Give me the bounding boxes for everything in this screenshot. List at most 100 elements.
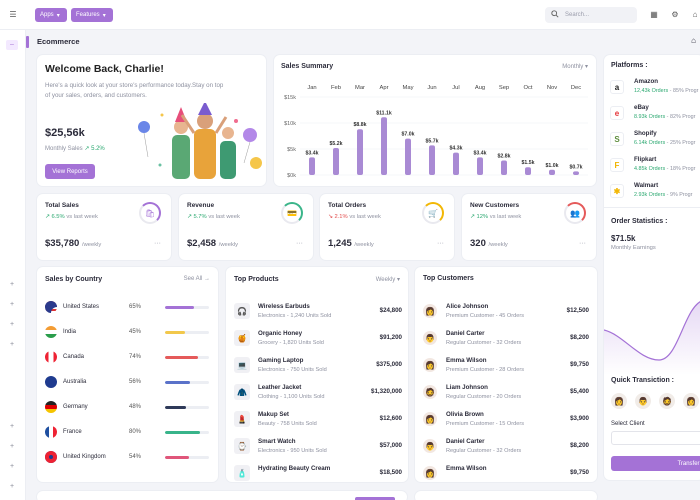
contact-avatar[interactable]: 👩 <box>611 393 627 409</box>
data-label: $7.0k <box>402 132 415 138</box>
x-tick-label: Nov <box>547 85 557 91</box>
welcome-text: Here's a quick look at your store's perf… <box>45 82 224 99</box>
stat-icon: 💳 <box>281 202 303 224</box>
customer-name: Daniel Carter <box>446 438 485 445</box>
sidebar-expand-plus-icon[interactable]: + <box>9 341 15 348</box>
stat-trend: ↗ 6.5% vs last week <box>45 214 98 220</box>
sidebar-expand-plus-icon[interactable]: + <box>9 321 15 328</box>
x-tick-label: Jun <box>427 85 436 91</box>
platform-progress: - 85% Progr <box>669 88 699 94</box>
customer-row[interactable]: 🧔 Liam Johnson Regular Customer - 20 Order… <box>423 382 589 404</box>
data-label: $4.3k <box>450 146 463 152</box>
bar[interactable] <box>549 169 555 175</box>
contact-avatar[interactable]: 👩 <box>683 393 699 409</box>
select-client-input[interactable] <box>611 431 700 445</box>
customer-row[interactable]: 👩 Olivia Brown Premium Customer - 15 Order… <box>423 409 589 431</box>
cart-icon[interactable]: ⌂ <box>692 10 698 19</box>
customer-meta: Premium Customer - 15 Orders <box>446 421 525 427</box>
calendar-icon[interactable]: ▦ <box>650 10 658 19</box>
stat-unit: /weekly <box>354 242 374 248</box>
bar[interactable] <box>405 138 411 175</box>
product-row[interactable]: 🧴 Hydrating Beauty Cream $18,500 <box>234 463 402 482</box>
product-row[interactable]: 🎧 Wireless Earbuds Electronics - 1,240 Uni… <box>234 301 402 323</box>
sidebar-active-item[interactable]: – <box>6 40 18 50</box>
home-icon[interactable]: ⌂ <box>691 36 696 45</box>
stat-value-row: 1,245 /weekly <box>328 238 374 249</box>
country-progress-fill <box>165 330 185 334</box>
products-period-dropdown[interactable]: Weekly ▾ <box>376 276 400 283</box>
product-row[interactable]: 🧥 Leather Jacket Clothing - 1,100 Units So… <box>234 382 402 404</box>
platform-stats: 2.93k Orders - 9% Progr <box>634 192 692 198</box>
monthly-sales-label: Monthly Sales <box>45 146 83 152</box>
bar[interactable] <box>525 167 531 175</box>
monthly-sales-label-row: Monthly Sales ↗ 5.2% <box>45 145 105 152</box>
contact-avatar[interactable]: 🧔 <box>659 393 675 409</box>
platform-row[interactable]: F Flipkart 4.85k Orders - 18% Progr <box>610 156 700 182</box>
product-name: Gaming Laptop <box>258 357 304 364</box>
stat-note: vs last week <box>349 214 381 220</box>
product-row[interactable]: 💄 Makup Set Beauty - 758 Units Sold $12,600 <box>234 409 402 431</box>
x-tick-label: Apr <box>379 85 388 91</box>
apps-dropdown[interactable]: Apps ▾ <box>35 8 67 22</box>
customer-name: Emma Wilson <box>446 357 487 364</box>
platform-row[interactable]: a Amazon 12,43k Orders - 85% Progr <box>610 78 700 104</box>
platform-orders: 8.93k Orders <box>634 114 666 120</box>
bottom-card <box>415 491 597 500</box>
bar[interactable] <box>381 117 387 175</box>
country-row: Canada 74% <box>45 350 215 364</box>
sales-by-country-card: Sales by Country See All → United States… <box>37 267 218 482</box>
period-dropdown[interactable]: Monthly ▾ <box>562 63 588 70</box>
customer-row[interactable]: 👨 Daniel Carter Regular Customer - 32 Orde… <box>423 436 589 458</box>
data-label: $11.1k <box>376 110 392 116</box>
y-tick-label: $0k <box>287 173 296 179</box>
bar[interactable] <box>333 147 339 175</box>
top-products-card: Top Products Weekly ▾ 🎧 Wireless Earbuds E… <box>226 267 408 482</box>
country-progress-fill <box>165 455 189 459</box>
platform-row[interactable]: e eBay 8.93k Orders - 82% Progr <box>610 104 700 130</box>
product-row[interactable]: ⌚ Smart Watch Electronics - 950 Units Sold… <box>234 436 402 458</box>
platform-stats: 4.85k Orders - 18% Progr <box>634 166 695 172</box>
bar[interactable] <box>357 129 363 175</box>
bar[interactable] <box>309 157 315 175</box>
search-box[interactable]: Search... <box>545 7 637 23</box>
bar[interactable] <box>453 152 459 175</box>
more-options-icon[interactable]: ··· <box>579 240 586 247</box>
see-all-link[interactable]: See All → <box>184 276 210 282</box>
more-options-icon[interactable]: ··· <box>296 240 303 247</box>
flag-icon <box>45 326 57 338</box>
bar[interactable] <box>573 171 579 175</box>
country-progress-bar <box>165 405 209 409</box>
bottom-card-button[interactable] <box>355 497 395 500</box>
sidebar-expand-plus-icon[interactable]: + <box>9 463 15 470</box>
customer-name: Daniel Carter <box>446 330 485 337</box>
menu-toggle-icon[interactable]: ☰ <box>9 10 17 19</box>
bar[interactable] <box>477 157 483 175</box>
product-row[interactable]: 💻 Gaming Laptop Electronics - 750 Units So… <box>234 355 402 377</box>
more-options-icon[interactable]: ··· <box>437 240 444 247</box>
product-row[interactable]: 🍯 Organic Honey Grocery - 1,820 Units Sold… <box>234 328 402 350</box>
sidebar-expand-plus-icon[interactable]: + <box>9 301 15 308</box>
customer-row[interactable]: 👩 Alice Johnson Premium Customer - 45 Orde… <box>423 301 589 323</box>
view-reports-button[interactable]: View Reports <box>45 164 95 179</box>
customer-row[interactable]: 👩 Emma Wilson $9,750 <box>423 463 589 482</box>
bar[interactable] <box>501 160 507 175</box>
platform-stats: 12,43k Orders - 85% Progr <box>634 88 698 94</box>
transfer-button[interactable]: Transfer <box>611 456 700 471</box>
more-options-icon[interactable]: ··· <box>154 240 161 247</box>
sidebar-expand-plus-icon[interactable]: + <box>9 423 15 430</box>
platform-row[interactable]: ✱ Walmart 2.93k Orders - 9% Progr <box>610 182 700 208</box>
x-tick-label: Sep <box>499 85 509 91</box>
platform-logo-icon: S <box>610 132 624 146</box>
customer-row[interactable]: 👨 Daniel Carter Regular Customer - 32 Orde… <box>423 328 589 350</box>
sidebar-expand-plus-icon[interactable]: + <box>9 281 15 288</box>
sidebar-expand-plus-icon[interactable]: + <box>9 483 15 490</box>
arrow-right-icon: → <box>204 276 210 282</box>
customer-row[interactable]: 👩 Emma Wilson Premium Customer - 28 Orders… <box>423 355 589 377</box>
settings-icon[interactable]: ⚙ <box>671 10 679 19</box>
bar[interactable] <box>429 145 435 175</box>
contact-avatar[interactable]: 👨 <box>635 393 651 409</box>
features-dropdown[interactable]: Features ▾ <box>71 8 113 22</box>
platforms-title: Platforms : <box>611 62 648 69</box>
sidebar-expand-plus-icon[interactable]: + <box>9 443 15 450</box>
platform-row[interactable]: S Shopify 6.14k Orders - 25% Progr <box>610 130 700 156</box>
